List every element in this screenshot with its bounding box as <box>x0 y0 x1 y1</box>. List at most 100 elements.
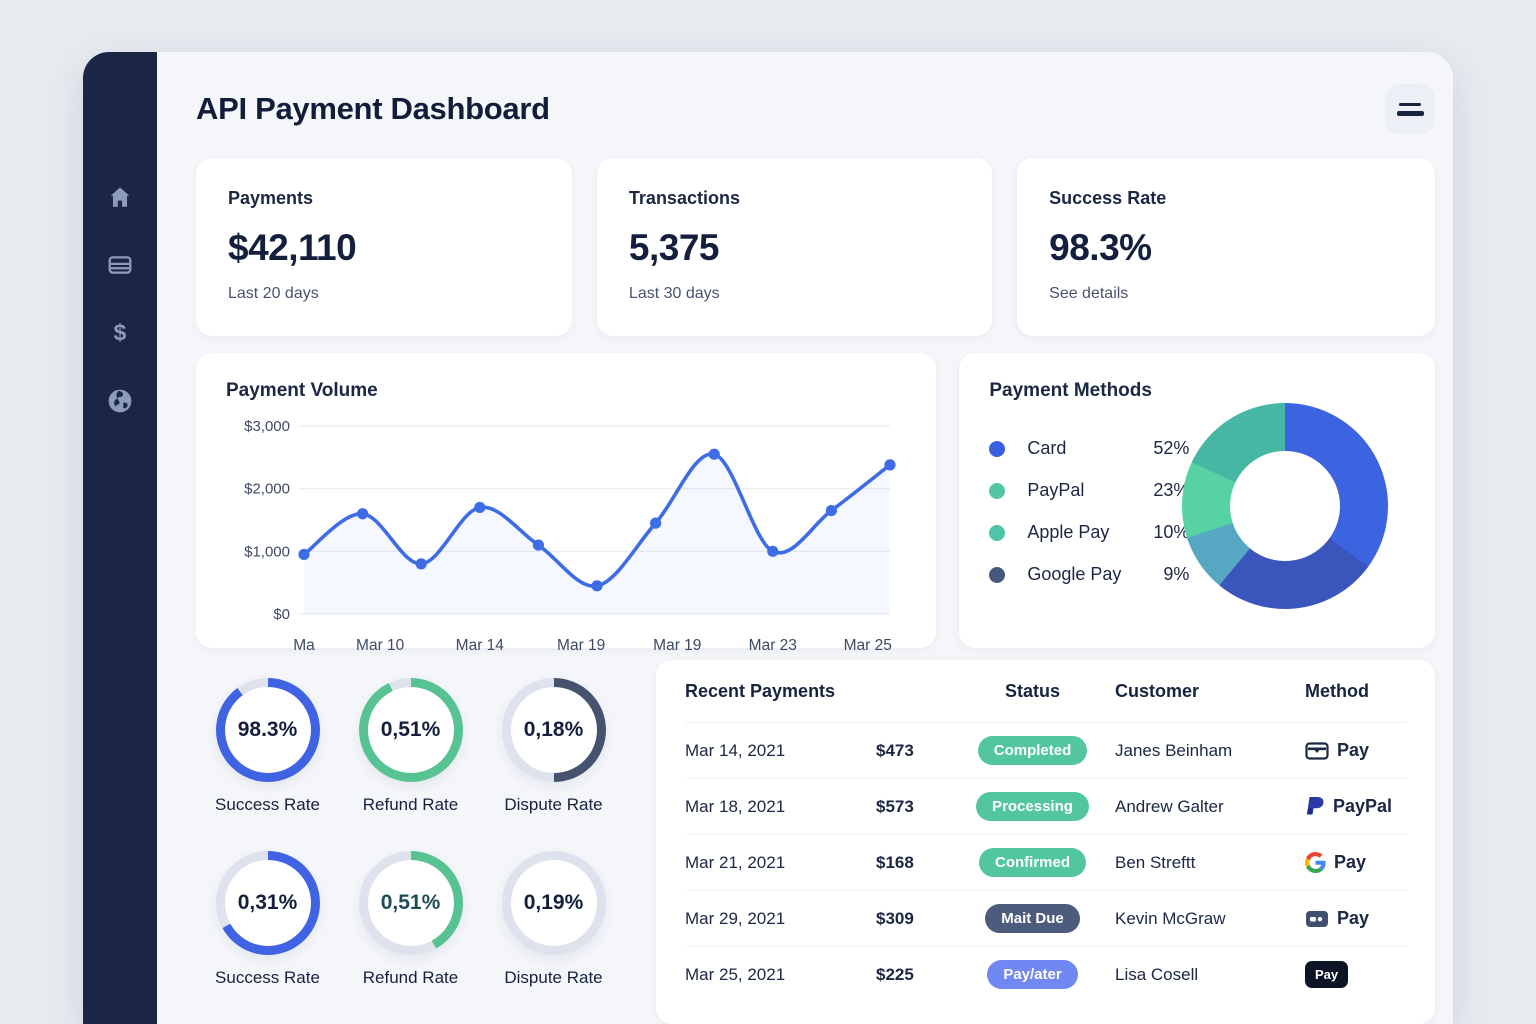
legend-dot <box>989 440 1006 457</box>
sidebar-nav: $ <box>107 184 133 414</box>
bottom-row: 98.3% Success Rate 0,51% Refund Rate 0,1… <box>196 660 1435 1024</box>
payment-method: Pay <box>1305 961 1406 988</box>
svg-text:Mar 19: Mar 19 <box>557 637 605 654</box>
payment-method: PayPal <box>1305 796 1406 818</box>
stat-value: 5,375 <box>628 227 720 268</box>
see-details-link[interactable]: See details <box>1049 285 1129 302</box>
google-icon <box>1305 852 1326 873</box>
app-window: $ API Payment Dashboard Payments $42,110… <box>83 52 1453 1024</box>
legend-dot <box>989 566 1006 583</box>
gauge-ring: 0,18% <box>501 678 606 782</box>
status-badge: Confirmed <box>979 848 1086 877</box>
gauge-success-rate-2: 0,31% Success Rate <box>196 851 339 988</box>
customer-name: Kevin McGraw <box>1115 908 1226 928</box>
legend-item-card: Card 52% <box>989 438 1189 459</box>
svg-text:Ma: Ma <box>293 637 315 654</box>
gauges-grid: 98.3% Success Rate 0,51% Refund Rate 0,1… <box>196 660 625 1024</box>
payment-date: Mar 14, 2021 <box>685 740 786 760</box>
status-badge: Mait Due <box>985 904 1080 933</box>
payment-volume-card: Payment Volume $0 $1,000 $2,000 $3,000 Ma Mar… <box>196 353 937 654</box>
payment-amount: $309 <box>876 908 914 928</box>
col-header-method: Method <box>1305 680 1369 701</box>
svg-text:Mar 19: Mar 19 <box>653 637 701 654</box>
customer-name: Andrew Galter <box>1115 796 1224 816</box>
table-row[interactable]: Mar 25, 2021 $225 Pay/ater Lisa Cosell P… <box>685 947 1406 1002</box>
payment-methods-donut-chart <box>1182 403 1388 609</box>
home-icon[interactable] <box>107 184 133 210</box>
gauge-ring: 0,51% <box>358 851 463 955</box>
stat-subtext: Last 20 days <box>228 285 319 302</box>
payment-method: Pay <box>1305 852 1406 873</box>
stat-label: Success Rate <box>1049 188 1167 208</box>
legend-dot <box>989 482 1006 499</box>
chart-title: Payment Methods <box>989 380 1152 401</box>
legend-dot <box>989 524 1006 541</box>
recent-payments-card: Recent Payments Status Customer Method M… <box>656 660 1435 1024</box>
credit-card-icon[interactable] <box>107 252 133 278</box>
svg-text:$0: $0 <box>273 606 290 623</box>
sidebar: $ <box>83 52 157 1024</box>
table-header: Recent Payments Status Customer Method <box>685 660 1406 723</box>
legend-item-apple-pay: Apple Pay 10% <box>989 522 1189 543</box>
dollar-icon[interactable]: $ <box>107 320 133 346</box>
svg-text:$3,000: $3,000 <box>244 418 290 435</box>
gauge-ring: 0,19% <box>501 851 606 955</box>
stat-label: Transactions <box>628 188 740 208</box>
donut-legend: Card 52% PayPal 23% Apple Pay 10% <box>989 438 1189 585</box>
svg-text:Mar 25: Mar 25 <box>844 637 892 654</box>
stat-card-transactions: Transactions 5,375 Last 30 days <box>596 158 993 336</box>
payment-amount: $473 <box>876 740 914 760</box>
paypal-icon <box>1307 796 1324 814</box>
payment-amount: $573 <box>876 796 914 816</box>
stat-label: Payments <box>228 188 314 208</box>
svg-text:$: $ <box>114 320 127 346</box>
status-badge: Processing <box>976 792 1089 821</box>
table-row[interactable]: Mar 14, 2021 $473 Completed Janes Beinha… <box>685 723 1406 779</box>
customer-name: Lisa Cosell <box>1115 964 1199 984</box>
gauge-refund-rate-2: 0,51% Refund Rate <box>339 851 482 988</box>
stat-cards-row: Payments $42,110 Last 20 days Transactio… <box>196 158 1435 336</box>
payment-date: Mar 29, 2021 <box>685 908 786 928</box>
gauge-refund-rate-1: 0,51% Refund Rate <box>339 678 482 815</box>
table-row[interactable]: Mar 29, 2021 $309 Mait Due Kevin McGraw … <box>685 891 1406 947</box>
table-row[interactable]: Mar 18, 2021 $573 Processing Andrew Galt… <box>685 779 1406 835</box>
stat-card-success-rate: Success Rate 98.3% See details <box>1017 158 1435 336</box>
legend-item-google-pay: Google Pay 9% <box>989 564 1189 585</box>
page-title: API Payment Dashboard <box>196 91 550 126</box>
payment-method: Pay <box>1305 740 1406 761</box>
menu-icon <box>1399 102 1421 106</box>
main-content: API Payment Dashboard Payments $42,110 L… <box>157 52 1453 1024</box>
menu-button[interactable] <box>1385 84 1435 134</box>
customer-name: Janes Beinham <box>1115 740 1233 760</box>
gauge-ring: 0,31% <box>215 851 320 955</box>
svg-text:$2,000: $2,000 <box>244 481 290 498</box>
payment-method: Pay <box>1305 908 1406 929</box>
black-pay-badge: Pay <box>1305 961 1349 988</box>
donut-hole <box>1230 451 1340 561</box>
gauge-success-rate-1: 98.3% Success Rate <box>196 678 339 815</box>
chip-card-icon <box>1306 910 1328 927</box>
payment-date: Mar 25, 2021 <box>685 964 786 984</box>
charts-row: Payment Volume $0 $1,000 $2,000 $3,000 Ma Mar… <box>196 353 1435 654</box>
col-header-recent-payments: Recent Payments <box>685 680 836 701</box>
payment-amount: $225 <box>876 964 914 984</box>
legend-item-paypal: PayPal 23% <box>989 480 1189 501</box>
gauge-dispute-rate-2: 0,19% Dispute Rate <box>482 851 625 988</box>
stat-card-payments: Payments $42,110 Last 20 days <box>196 158 572 336</box>
payment-methods-card: Payment Methods Card 52% PayPal 23% A <box>959 353 1435 648</box>
svg-text:$1,000: $1,000 <box>244 543 290 560</box>
svg-text:Mar 14: Mar 14 <box>456 637 505 654</box>
payment-volume-line-chart: $0 $1,000 $2,000 $3,000 Ma Mar 10 Mar 14 Mar 19… <box>244 418 896 654</box>
svg-text:Mar 10: Mar 10 <box>356 637 405 654</box>
svg-text:Mar 23: Mar 23 <box>749 637 797 654</box>
payment-date: Mar 18, 2021 <box>685 796 786 816</box>
stat-subtext: Last 30 days <box>628 285 720 302</box>
table-row[interactable]: Mar 21, 2021 $168 Confirmed Ben Streftt … <box>685 835 1406 891</box>
status-badge: Pay/ater <box>987 960 1078 989</box>
chart-title: Payment Volume <box>226 380 378 401</box>
globe-icon[interactable] <box>107 388 133 414</box>
page-header: API Payment Dashboard <box>196 83 1435 135</box>
status-badge: Completed <box>977 736 1088 765</box>
customer-name: Ben Streftt <box>1115 852 1196 872</box>
card-pay-icon <box>1305 741 1329 760</box>
